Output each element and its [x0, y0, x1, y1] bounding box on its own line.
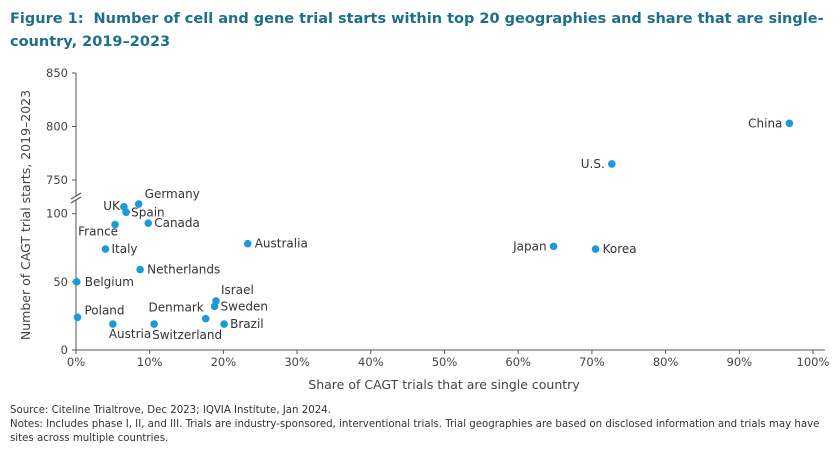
x-axis-label: Share of CAGT trials that are single cou… — [308, 377, 580, 392]
y-tick-label: 800 — [46, 119, 68, 133]
x-tick-label: 0% — [67, 355, 85, 369]
point-label-canada: Canada — [154, 216, 200, 230]
point-label-korea: Korea — [603, 242, 637, 256]
data-point-switzerland — [150, 320, 158, 328]
footer: Source: Citeline Trialtrove, Dec 2023; I… — [10, 404, 836, 446]
data-point-austria — [109, 320, 117, 328]
data-point-poland — [73, 313, 82, 322]
y-tick-label: 50 — [53, 275, 68, 289]
point-label-israel: Israel — [221, 283, 254, 297]
notes: Notes: Includes phase I, II, and III. Tr… — [10, 419, 820, 444]
point-label-u-s: U.S. — [581, 157, 605, 171]
x-tick-label: 100% — [797, 355, 830, 369]
y-tick-label: 0 — [61, 343, 68, 357]
source-note: Source: Citeline Trialtrove, Dec 2023; I… — [10, 405, 331, 416]
x-tick-label: 10% — [137, 355, 163, 369]
data-points: China U.S. Japan Korea Australia Germany UK Spa… — [72, 116, 794, 342]
data-point-australia — [243, 239, 252, 248]
x-tick-label: 30% — [284, 355, 310, 369]
axis-break-mark-upper — [70, 192, 82, 200]
y-axis-label: Number of CAGT trial starts, 2019–2023 — [18, 90, 33, 340]
x-tick-label: 50% — [432, 355, 458, 369]
data-point-italy — [101, 245, 110, 253]
data-point-spain — [122, 208, 130, 217]
y-tick-label: 100 — [46, 207, 68, 221]
data-point-belgium — [72, 278, 81, 286]
point-label-sweden: Sweden — [221, 299, 268, 313]
data-point-korea — [591, 245, 600, 253]
point-label-uk: UK — [103, 199, 121, 213]
y-tick-label: 850 — [46, 66, 68, 80]
data-point-u-s — [607, 160, 616, 168]
data-point-canada — [144, 219, 153, 227]
point-label-japan: Japan — [512, 239, 546, 253]
point-label-denmark: Denmark — [149, 301, 204, 315]
point-label-brazil: Brazil — [230, 317, 264, 331]
x-tick-label: 20% — [211, 355, 237, 369]
x-tick-label: 80% — [653, 355, 679, 369]
point-label-china: China — [748, 116, 782, 130]
point-label-switzerland: Switzerland — [152, 328, 222, 342]
point-label-poland: Poland — [84, 303, 124, 317]
point-label-australia: Australia — [255, 237, 308, 251]
y-tick-label: 750 — [46, 173, 68, 187]
data-point-germany — [134, 200, 143, 208]
data-point-france — [111, 220, 119, 229]
point-label-italy: Italy — [111, 242, 137, 256]
point-label-france: France — [78, 225, 118, 239]
x-tick-label: 70% — [579, 355, 605, 369]
data-point-denmark — [201, 314, 210, 323]
data-point-japan — [549, 242, 558, 251]
point-label-netherlands: Netherlands — [147, 263, 220, 277]
data-point-china — [785, 119, 794, 128]
axis-break-mark-lower — [70, 196, 82, 204]
point-label-austria: Austria — [109, 327, 151, 341]
point-label-germany: Germany — [145, 187, 200, 201]
point-label-belgium: Belgium — [85, 275, 134, 289]
data-point-sweden — [210, 302, 219, 311]
x-tick-label: 60% — [505, 355, 531, 369]
figure-title: Figure 1: Number of cell and gene trial s… — [10, 8, 830, 54]
x-tick-label: 90% — [727, 355, 753, 369]
figure-label: Figure 1: — [10, 11, 84, 27]
x-tick-label: 40% — [358, 355, 384, 369]
data-point-netherlands — [136, 265, 144, 274]
data-point-brazil — [220, 320, 228, 328]
tick-labels: 0% 10% 20% 30% 40% 50% 60% 70% 80% 90% 100% 0 50 100 7… — [46, 66, 829, 369]
figure-title-text: Number of cell and gene trial starts wit… — [10, 11, 824, 50]
point-label-spain: Spain — [131, 205, 165, 219]
